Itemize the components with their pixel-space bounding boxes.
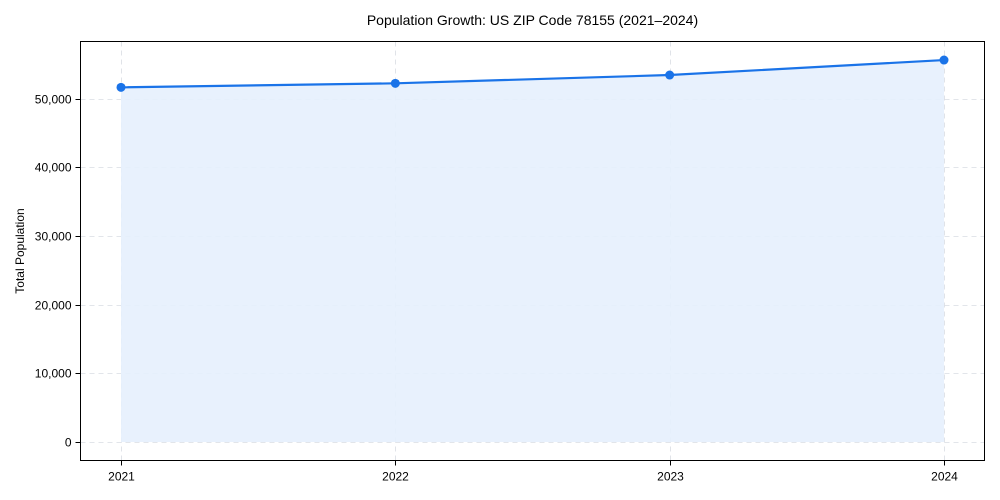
area-fill	[121, 60, 944, 442]
x-tick-label: 2022	[382, 470, 409, 484]
y-tick-label: 20,000	[35, 299, 72, 313]
data-point	[665, 70, 675, 80]
axes-frame	[80, 41, 985, 461]
x-tick-label: 2021	[108, 470, 135, 484]
data-line	[120, 58, 945, 89]
data-point	[116, 82, 126, 92]
data-point	[939, 55, 949, 65]
y-tick-label: 0	[65, 436, 72, 450]
y-tick-label: 40,000	[35, 161, 72, 175]
data-point	[390, 78, 400, 88]
x-tick-label: 2023	[657, 470, 684, 484]
x-tick-label: 2024	[931, 470, 958, 484]
y-tick-label: 50,000	[35, 93, 72, 107]
y-axis-ticks: 0 10,000 20,000 30,000 40,000 50,000	[35, 93, 81, 450]
data-points	[116, 55, 949, 92]
x-axis-ticks: 2021 2022 2023 2024	[108, 460, 958, 484]
y-tick-label: 10,000	[35, 367, 72, 381]
chart-title: Population Growth: US ZIP Code 78155 (20…	[366, 12, 699, 28]
y-tick-label: 30,000	[35, 230, 72, 244]
